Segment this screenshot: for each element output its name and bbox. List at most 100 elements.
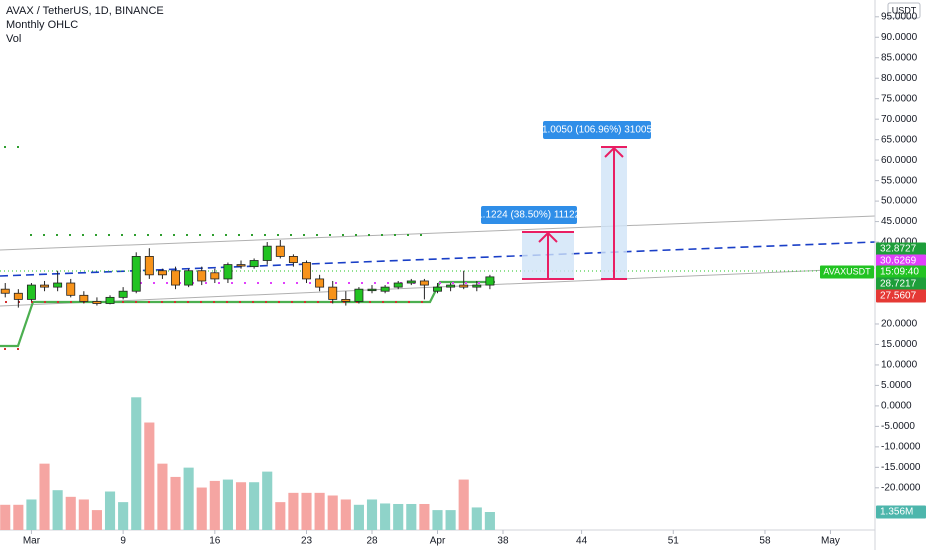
candle-body bbox=[66, 282, 76, 296]
candle-body bbox=[157, 270, 167, 276]
price-tag-bg bbox=[876, 277, 926, 291]
price-tag: 32.8727 bbox=[880, 244, 917, 255]
y-tick-label: 60.0000 bbox=[881, 155, 918, 166]
y-tick-label: -10.0000 bbox=[881, 441, 921, 452]
x-tick-label: Apr bbox=[430, 536, 446, 547]
indicator-label: Monthly OHLC bbox=[6, 19, 78, 31]
volume-bar bbox=[39, 463, 50, 530]
volume-bar bbox=[52, 490, 63, 530]
price-tag: 27.5607 bbox=[880, 291, 917, 302]
price-tag-bg bbox=[876, 505, 926, 519]
candle-body bbox=[210, 272, 220, 280]
y-tick-label: 90.0000 bbox=[881, 32, 918, 43]
y-tick-label: 40.0000 bbox=[881, 237, 918, 248]
volume-bar bbox=[144, 422, 155, 530]
volume-bar bbox=[484, 512, 495, 530]
drawings: 11.1224 (38.50%) 111224 31.0050 (106.96%… bbox=[0, 121, 876, 350]
candle-body bbox=[328, 286, 338, 300]
x-tick-label: 28 bbox=[366, 536, 378, 547]
price-tag-bg bbox=[876, 242, 926, 256]
y-tick-label: 45.0000 bbox=[881, 216, 918, 227]
x-tick-label: Mar bbox=[23, 536, 41, 547]
volume-bar bbox=[78, 499, 89, 530]
y-tick-label: -15.0000 bbox=[881, 462, 921, 473]
step-line bbox=[0, 280, 495, 348]
volume-bar bbox=[91, 510, 102, 530]
measure-arrows bbox=[522, 146, 627, 280]
volume-bar bbox=[13, 504, 24, 530]
candle-body bbox=[406, 280, 416, 284]
x-tick-label: 16 bbox=[209, 536, 221, 547]
candle-body bbox=[79, 294, 89, 302]
y-tick-label: 55.0000 bbox=[881, 175, 918, 186]
candle-body bbox=[236, 264, 246, 267]
symbol-tag: AVAXUSDT bbox=[823, 266, 871, 276]
y-tick-label: 20.0000 bbox=[881, 319, 918, 330]
candle-body bbox=[0, 288, 10, 294]
volume-bar bbox=[196, 487, 207, 530]
candle-body bbox=[419, 280, 429, 286]
volume-bar bbox=[458, 479, 469, 530]
volume-bar bbox=[170, 476, 181, 530]
candle-body bbox=[53, 282, 63, 288]
volume-bar bbox=[314, 492, 325, 530]
candle-body bbox=[380, 286, 390, 292]
volume-bar bbox=[380, 503, 391, 530]
x-tick-label: 38 bbox=[497, 536, 509, 547]
currency-box[interactable] bbox=[887, 2, 921, 19]
measure-label-bg bbox=[543, 121, 651, 139]
volume-bar bbox=[131, 397, 142, 530]
price-tag: 30.6269 bbox=[880, 256, 917, 267]
volume-bar bbox=[26, 499, 37, 530]
candle-body bbox=[105, 296, 115, 304]
volume-bar bbox=[432, 510, 443, 530]
volume-bar bbox=[288, 492, 299, 530]
candle-body bbox=[13, 292, 23, 300]
indicator-label: Vol bbox=[6, 33, 21, 45]
volume-bar bbox=[0, 504, 11, 530]
measure-label-bg bbox=[481, 206, 577, 224]
candle-body bbox=[302, 262, 311, 280]
x-tick-label: 9 bbox=[120, 536, 126, 547]
volume-bar bbox=[393, 503, 404, 530]
volume-bar bbox=[235, 482, 247, 530]
candle-body bbox=[223, 264, 233, 280]
volume-bar bbox=[118, 502, 129, 530]
trend-line bbox=[0, 241, 876, 277]
candle-body bbox=[92, 301, 102, 304]
candle-body bbox=[341, 299, 351, 302]
candle-body bbox=[288, 255, 298, 263]
y-tick-label: 50.0000 bbox=[881, 196, 918, 207]
y-tick-label: 75.0000 bbox=[881, 93, 918, 104]
volume-bar bbox=[445, 510, 456, 530]
candle-body bbox=[184, 270, 194, 286]
currency[interactable]: USDT bbox=[892, 5, 917, 15]
measure-label: 31.0050 (106.96%) 310050 bbox=[536, 125, 658, 136]
candle-body bbox=[459, 284, 469, 288]
candle-body bbox=[367, 288, 377, 292]
candle-body bbox=[144, 255, 154, 276]
y-tick-label: 5.0000 bbox=[881, 380, 912, 391]
candle-body bbox=[472, 284, 482, 288]
candle-body bbox=[393, 282, 403, 288]
candle-body bbox=[433, 286, 442, 292]
volume-bar bbox=[157, 463, 168, 530]
symbol-tag-bg bbox=[820, 265, 874, 279]
candle-body bbox=[446, 284, 456, 288]
y-tick-label: 95.0000 bbox=[881, 11, 918, 22]
candle-body bbox=[26, 284, 36, 300]
volume-bar bbox=[183, 467, 194, 530]
y-tick-label: -20.0000 bbox=[881, 482, 921, 493]
volume-bar bbox=[65, 496, 76, 530]
volume-bar bbox=[353, 504, 364, 530]
chart-title: AVAX / TetherUS, 1D, BINANCE bbox=[6, 5, 164, 17]
y-tick-label: 10.0000 bbox=[881, 360, 918, 371]
x-tick-label: May bbox=[821, 536, 840, 547]
candle-body bbox=[262, 245, 272, 261]
x-tick-label: 44 bbox=[576, 536, 588, 547]
volume-bar bbox=[366, 499, 378, 530]
price-tag: 15:09:40 bbox=[880, 267, 919, 278]
channel-upper bbox=[0, 215, 876, 251]
y-tick-label: 65.0000 bbox=[881, 134, 918, 145]
volume-bar bbox=[301, 492, 312, 530]
